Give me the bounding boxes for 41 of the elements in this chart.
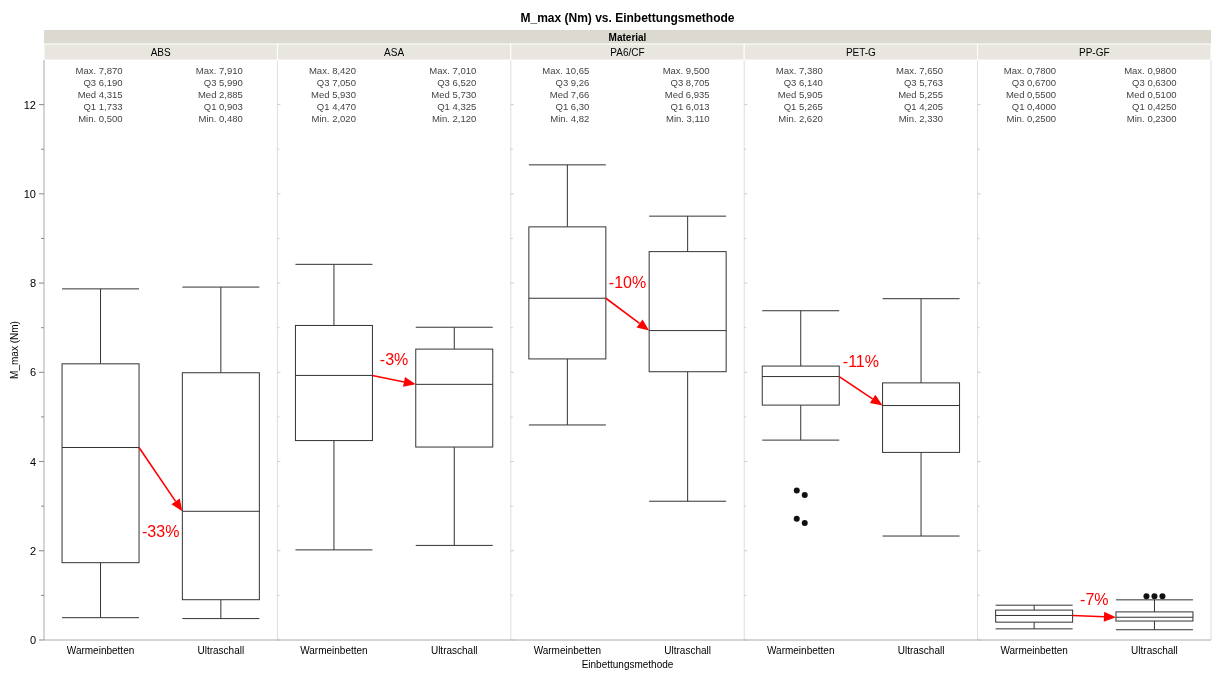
x-tick-label: Ultraschall: [430, 645, 478, 656]
annotation: Max. 8,420 Q3 7,050 Med 5,930 Q1 4,470 Min. 2,020: [308, 65, 356, 124]
x-axis-title: Einbettungsmethode: [581, 659, 674, 670]
annotation: -10%: [608, 274, 647, 292]
y-tick-label: 6: [29, 366, 36, 379]
annotation: Max. 7,870 Q3 6,190 Med 4,315 Q1 1,733 Min. 0,500: [75, 65, 123, 124]
annotation: -7%: [1080, 591, 1109, 609]
annotation: Max. 0,7800 Q3 0,6700 Med 0,5500 Q1 0,4000 Min. 0,2500: [1003, 65, 1057, 124]
chart-title: PA6/CF: [610, 47, 645, 58]
x-tick-label: Warmeinbetten: [533, 645, 602, 656]
x-tick-label: Warmeinbetten: [767, 645, 835, 656]
y-tick-label: 12: [23, 98, 36, 111]
x-tick-label: Warmeinbetten: [300, 645, 368, 656]
annotation: Max. 9,500 Q3 8,705 Med 6,935 Q1 6,013 Min. 3,110: [662, 65, 710, 124]
text: Material: [608, 32, 647, 43]
x-tick-label: Warmeinbetten: [1000, 645, 1068, 656]
x-tick-label: Ultraschall: [664, 645, 711, 656]
annotation: Max. 7,650 Q3 5,763 Med 5,255 Q1 4,205 Min. 2,330: [896, 65, 944, 124]
annotation: Max. 7,910 Q3 5,990 Med 2,885 Q1 0,903 Min. 0,480: [195, 65, 243, 124]
chart-title: PP-GF: [1079, 47, 1110, 58]
y-tick-label: 10: [23, 187, 36, 200]
y-tick-label: 4: [29, 455, 36, 468]
y-tick-label: 8: [29, 277, 36, 290]
annotation: Max. 7,380 Q3 6,140 Med 5,905 Q1 5,265 Min. 2,620: [775, 65, 823, 124]
chart-title: ASA: [384, 47, 405, 58]
y-tick-label: 2: [29, 544, 36, 557]
text: M_max (Nm) vs. Einbettungsmethode: [520, 11, 735, 25]
y-tick-label: 0: [29, 634, 36, 646]
annotation: -33%: [142, 523, 180, 541]
x-tick-label: Ultraschall: [1131, 645, 1178, 656]
x-tick-label: Ultraschall: [197, 645, 245, 656]
y-axis-title: M_max (Nm): [9, 321, 20, 379]
annotation: -11%: [842, 352, 879, 370]
annotation: Max. 10,65 Q3 9,26 Med 7,66 Q1 6,30 Min. 4,82: [542, 65, 590, 124]
chart-title: PET-G: [845, 47, 877, 58]
x-tick-label: Warmeinbetten: [66, 645, 135, 656]
annotation: Max. 0,9800 Q3 0,6300 Med 0,5100 Q1 0,4250 Min. 0,2300: [1124, 65, 1177, 124]
annotation: -3%: [379, 351, 409, 369]
x-tick-label: Ultraschall: [897, 645, 945, 656]
annotation: Max. 7,010 Q3 6,520 Med 5,730 Q1 4,325 Min. 2,120: [429, 65, 477, 124]
chart-title: ABS: [150, 47, 172, 58]
